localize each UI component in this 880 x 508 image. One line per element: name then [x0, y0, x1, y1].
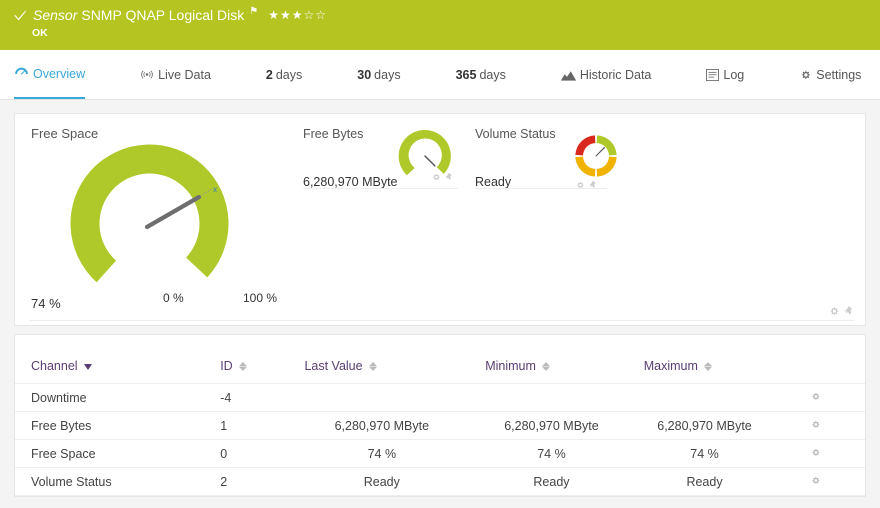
svg-text:x: x	[213, 185, 217, 194]
